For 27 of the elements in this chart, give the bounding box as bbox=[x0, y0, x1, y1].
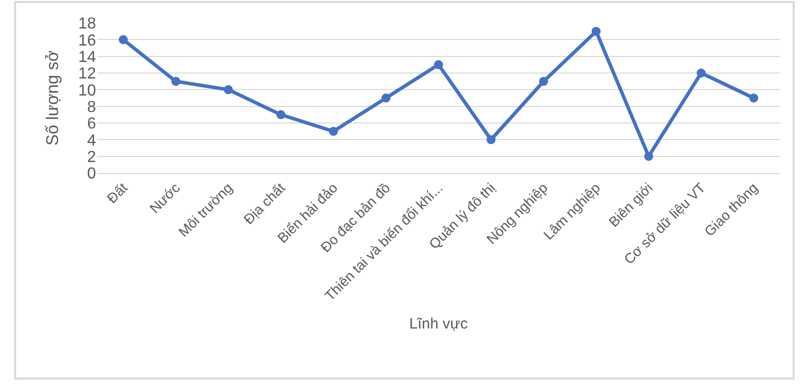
y-tick-label: 12 bbox=[78, 66, 96, 83]
x-tick-label: Đất bbox=[104, 179, 130, 206]
point bbox=[276, 110, 286, 120]
point bbox=[592, 26, 601, 36]
point bbox=[224, 85, 233, 94]
point bbox=[644, 152, 654, 161]
y-tick-label: 0 bbox=[87, 166, 96, 183]
point bbox=[539, 76, 548, 86]
point bbox=[434, 60, 443, 70]
y-axis-title: Số lượng sở bbox=[42, 50, 62, 146]
y-tick-label: 14 bbox=[78, 48, 96, 66]
y-tick-label: 2 bbox=[87, 148, 96, 166]
y-tick-label: 16 bbox=[78, 32, 96, 50]
point bbox=[171, 76, 180, 86]
point bbox=[486, 135, 496, 144]
x-tick-label: Địa chất bbox=[240, 179, 288, 228]
point bbox=[696, 68, 706, 78]
y-tick-label: 18 bbox=[78, 16, 96, 33]
x-axis-title: Lĩnh vực bbox=[409, 316, 468, 333]
point bbox=[118, 35, 128, 44]
point bbox=[328, 126, 338, 136]
y-tick-label: 6 bbox=[87, 116, 96, 133]
point bbox=[749, 94, 758, 102]
y-tick-label: 4 bbox=[87, 132, 96, 150]
point bbox=[381, 94, 390, 102]
y-tick-label: 8 bbox=[87, 98, 96, 116]
y-tick-label: 10 bbox=[78, 82, 96, 100]
